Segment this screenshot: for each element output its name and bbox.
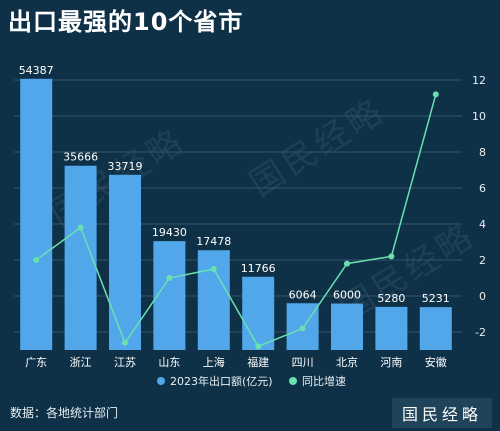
brand-logo: 国民经略	[391, 398, 492, 428]
bar-value-label: 35666	[63, 151, 98, 164]
growth-point	[166, 275, 173, 281]
legend-label-bar: 2023年出口额(亿元)	[170, 374, 273, 388]
bar	[331, 303, 363, 350]
bar	[64, 165, 97, 350]
legend-label-line: 同比增速	[302, 374, 346, 388]
line-series	[33, 91, 439, 350]
x-axis: 广东 浙江 江苏 山东 上海 福建 四川 北京 河南 安徽	[25, 355, 447, 369]
category-label: 浙江	[70, 356, 92, 369]
category-label: 上海	[203, 355, 225, 369]
bar	[153, 241, 186, 350]
legend-swatch-line	[289, 377, 297, 385]
category-label: 广东	[25, 356, 47, 369]
bar-value-label: 33719	[108, 160, 143, 173]
bar-value-label: 6000	[333, 289, 361, 302]
right-tick-label: 6	[479, 182, 486, 195]
bar-value-label: 54387	[19, 64, 54, 77]
category-label: 江苏	[114, 356, 136, 369]
bar	[109, 174, 141, 350]
right-tick-label: 0	[479, 290, 486, 303]
source-note: 数据：各地统计部门	[10, 406, 119, 420]
right-axis: -2 0 2 4 6 8 10 12	[472, 74, 486, 339]
bar	[197, 250, 230, 350]
legend: 2023年出口额(亿元) 同比增速	[157, 374, 346, 388]
bar-value-label: 19430	[152, 226, 187, 239]
category-label: 河南	[380, 356, 402, 369]
bar-value-label: 17478	[196, 235, 231, 248]
right-tick-label: -2	[475, 326, 486, 339]
bar	[242, 276, 275, 350]
growth-point	[299, 325, 306, 332]
category-label: 山东	[158, 356, 180, 369]
category-label: 四川	[292, 356, 314, 369]
right-tick-label: 4	[479, 218, 486, 231]
category-label: 安徽	[425, 355, 447, 369]
bar	[419, 307, 452, 350]
growth-line	[35, 94, 437, 348]
bar-value-label: 11766	[241, 262, 276, 275]
growth-point	[255, 343, 262, 350]
bar-value-label: 6064	[289, 288, 317, 301]
bar	[375, 306, 408, 350]
right-tick-label: 12	[472, 74, 486, 87]
growth-point	[122, 339, 128, 346]
bar-value-label: 5280	[377, 292, 405, 305]
growth-point	[77, 224, 84, 231]
growth-point	[33, 257, 40, 263]
bar	[20, 78, 53, 351]
legend-swatch-bar	[157, 377, 165, 385]
right-tick-label: 8	[479, 146, 486, 159]
chart-title: 出口最强的10个省市	[8, 8, 244, 36]
right-tick-label: 2	[479, 254, 486, 267]
growth-point	[432, 91, 439, 98]
right-tick-label: 10	[472, 110, 486, 123]
chart-area: 54387 35666 33719 19430 17478 11766 6064 6000 52…	[14, 64, 486, 388]
growth-point	[210, 266, 217, 272]
bar-series: 54387 35666 33719 19430 17478 11766 6064 6000 52…	[19, 64, 452, 351]
category-label: 北京	[336, 355, 358, 369]
bar-value-label: 5231	[422, 292, 450, 305]
growth-point	[344, 260, 350, 267]
growth-point	[388, 253, 395, 260]
category-label: 福建	[247, 355, 269, 369]
